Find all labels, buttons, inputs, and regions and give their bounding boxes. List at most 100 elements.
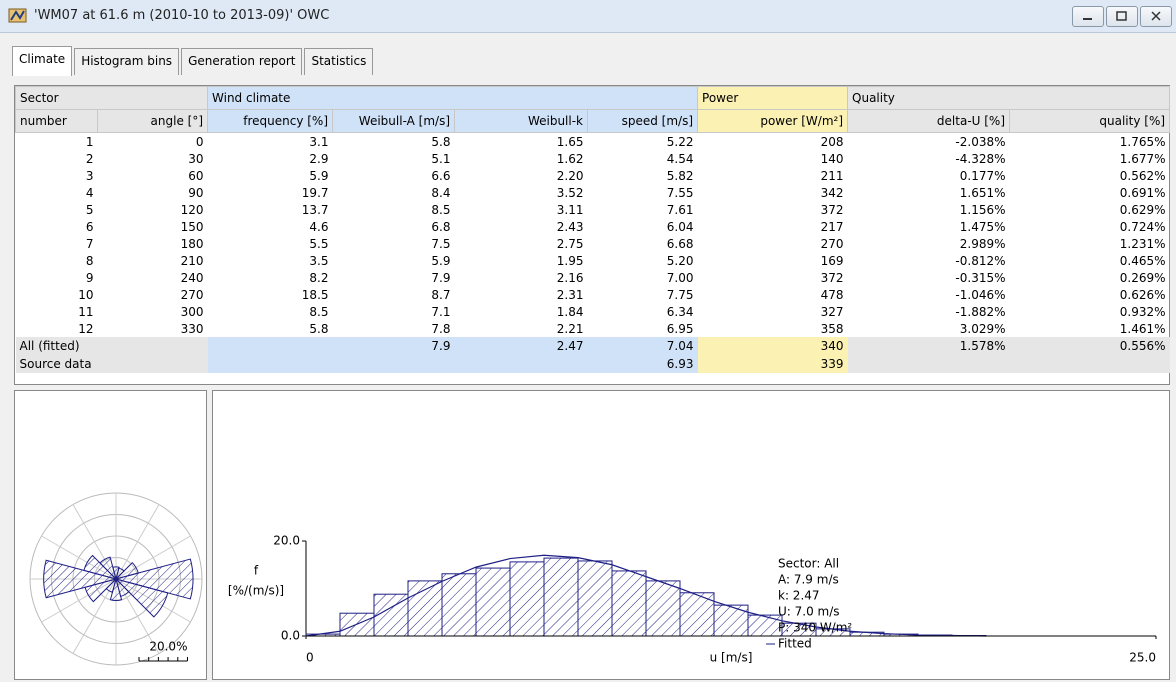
summary-cell <box>1010 355 1170 373</box>
summary-cell: 0.556% <box>1010 337 1170 355</box>
column-header: speed [m/s] <box>588 110 698 133</box>
cell: 5.1 <box>333 150 455 167</box>
cell: -1.882% <box>848 303 1010 320</box>
cell: 0.724% <box>1010 218 1170 235</box>
cell: -0.812% <box>848 252 1010 269</box>
cell: 3.11 <box>455 201 588 218</box>
group-header: Power <box>698 87 848 110</box>
tab[interactable]: Climate <box>12 46 72 76</box>
cell: 7.8 <box>333 320 455 337</box>
summary-cell: 7.9 <box>333 337 455 355</box>
cell: 7.00 <box>588 269 698 286</box>
annotation: A: 7.9 m/s <box>778 573 839 587</box>
cell: 358 <box>698 320 848 337</box>
cell: 6.8 <box>333 218 455 235</box>
cell: 327 <box>698 303 848 320</box>
column-header: angle [°] <box>98 110 208 133</box>
cell: 1.677% <box>1010 150 1170 167</box>
minimize-button[interactable] <box>1072 6 1104 27</box>
cell: 7.75 <box>588 286 698 303</box>
y-axis-label: [%/(m/s)] <box>228 584 284 598</box>
cell: 0 <box>98 133 208 151</box>
cell: 6.04 <box>588 218 698 235</box>
summary-label: Source data <box>16 355 208 373</box>
legend-entry: Fitted <box>778 637 812 651</box>
cell: 2.21 <box>455 320 588 337</box>
summary-cell: 6.93 <box>588 355 698 373</box>
title-bar: 'WM07 at 61.6 m (2010-10 to 2013-09)' OW… <box>0 0 1176 33</box>
tab[interactable]: Generation report <box>181 48 302 75</box>
cell: 342 <box>698 184 848 201</box>
cell: 3.5 <box>208 252 333 269</box>
summary-cell <box>208 355 333 373</box>
annotation: k: 2.47 <box>778 589 820 603</box>
cell: 3.1 <box>208 133 333 151</box>
cell: 8.2 <box>208 269 333 286</box>
x-tick-label: 25.0 <box>1129 651 1156 665</box>
cell: 1.765% <box>1010 133 1170 151</box>
scale-label: 20.0% <box>149 640 187 654</box>
cell: -1.046% <box>848 286 1010 303</box>
cell: 6.95 <box>588 320 698 337</box>
summary-cell <box>848 355 1010 373</box>
cell: 1.651% <box>848 184 1010 201</box>
cell: 0.629% <box>1010 201 1170 218</box>
cell: 10 <box>16 286 98 303</box>
cell: 8.4 <box>333 184 455 201</box>
cell: 90 <box>98 184 208 201</box>
cell: 2.31 <box>455 286 588 303</box>
annotation: P: 340 W/m² <box>778 621 852 635</box>
summary-cell: 340 <box>698 337 848 355</box>
column-header: Weibull-A [m/s] <box>333 110 455 133</box>
column-header: Weibull-k <box>455 110 588 133</box>
cell: 2.20 <box>455 167 588 184</box>
tab[interactable]: Statistics <box>304 48 373 75</box>
close-button[interactable] <box>1140 6 1172 27</box>
cell: 7 <box>16 235 98 252</box>
annotation: Sector: All <box>778 557 839 571</box>
cell: 2.43 <box>455 218 588 235</box>
cell: 1.461% <box>1010 320 1170 337</box>
bar <box>442 574 476 636</box>
summary-cell: 7.04 <box>588 337 698 355</box>
cell: 6.68 <box>588 235 698 252</box>
cell: 1.231% <box>1010 235 1170 252</box>
cell: 5.20 <box>588 252 698 269</box>
cell: 7.61 <box>588 201 698 218</box>
cell: 8.7 <box>333 286 455 303</box>
cell: 6 <box>16 218 98 235</box>
cell: 2 <box>16 150 98 167</box>
cell: 2.9 <box>208 150 333 167</box>
cell: 300 <box>98 303 208 320</box>
cell: 211 <box>698 167 848 184</box>
column-header: frequency [%] <box>208 110 333 133</box>
cell: 240 <box>98 269 208 286</box>
maximize-button[interactable] <box>1106 6 1138 27</box>
cell: 180 <box>98 235 208 252</box>
cell: 120 <box>98 201 208 218</box>
rose-spoke <box>116 505 159 579</box>
cell: 150 <box>98 218 208 235</box>
tab[interactable]: Histogram bins <box>74 48 179 75</box>
bar <box>612 571 646 636</box>
cell: 2.16 <box>455 269 588 286</box>
cell: -2.038% <box>848 133 1010 151</box>
cell: 0.269% <box>1010 269 1170 286</box>
cell: 2.989% <box>848 235 1010 252</box>
cell: 3.029% <box>848 320 1010 337</box>
cell: 217 <box>698 218 848 235</box>
cell: 270 <box>698 235 848 252</box>
cell: 5.8 <box>333 133 455 151</box>
cell: 6.34 <box>588 303 698 320</box>
